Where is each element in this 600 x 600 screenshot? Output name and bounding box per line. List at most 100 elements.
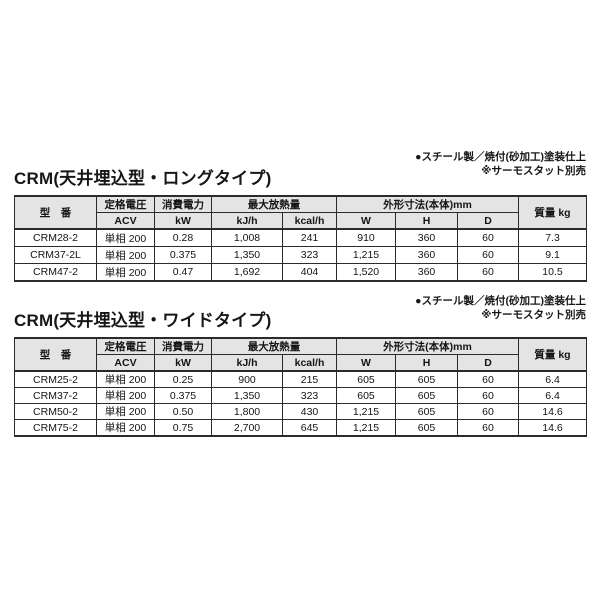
- table-cell: 0.47: [154, 263, 212, 282]
- table-cell: 0.28: [154, 228, 212, 247]
- table-cell: 605: [395, 419, 458, 437]
- table-cell: 605: [395, 370, 458, 388]
- unit-kjh: kJ/h: [211, 212, 283, 230]
- table-row: CRM50-2 単相 200 0.50 1,800 430 1,215 605 60 14.6: [14, 403, 587, 420]
- table-cell: 60: [457, 419, 519, 437]
- col-header-model: 型 番: [14, 195, 97, 230]
- col-header-dims: 外形寸法(本体)mm: [336, 195, 519, 213]
- table-cell: 360: [395, 228, 458, 247]
- note-thermostat: ※サーモスタット別売: [481, 308, 586, 321]
- table-body-long: CRM28-2 単相 200 0.28 1,008 241 910 360 60 7.3 CRM3…: [14, 228, 587, 282]
- table-cell: 60: [457, 403, 519, 420]
- table-cell: CRM47-2: [14, 263, 97, 282]
- table-cell: 1,215: [336, 246, 396, 264]
- table-cell: 60: [457, 387, 519, 404]
- table-cell: 単相 200: [96, 419, 155, 437]
- table-cell: 単相 200: [96, 370, 155, 388]
- table-cell: 900: [211, 370, 283, 388]
- table-cell: 60: [457, 228, 519, 247]
- table-row: CRM75-2 単相 200 0.75 2,700 645 1,215 605 60 14.6: [14, 419, 587, 437]
- col-header-power: 消費電力: [154, 337, 212, 355]
- table-cell: 0.50: [154, 403, 212, 420]
- table-row: CRM25-2 単相 200 0.25 900 215 605 605 60 6.4: [14, 370, 587, 388]
- table-cell: 605: [395, 403, 458, 420]
- col-header-voltage: 定格電圧: [96, 195, 155, 213]
- table-cell: 9.1: [518, 246, 587, 264]
- table-cell: 0.25: [154, 370, 212, 388]
- unit-w: W: [336, 212, 396, 230]
- table-cell: 60: [457, 370, 519, 388]
- table-cell: 1,215: [336, 419, 396, 437]
- table-cell: 14.6: [518, 403, 587, 420]
- col-header-dims: 外形寸法(本体)mm: [336, 337, 519, 355]
- spec-table-wide: 型 番 定格電圧 消費電力 最大放熱量 外形寸法(本体)mm 質量 kg ACV…: [14, 337, 587, 437]
- table-row: CRM37-2L 単相 200 0.375 1,350 323 1,215 360 60 9.1: [14, 246, 587, 264]
- note-material: ●スチール製／焼付(砂加工)塗装仕上: [415, 151, 586, 163]
- table-cell: CRM28-2: [14, 228, 97, 247]
- table-cell: 単相 200: [96, 387, 155, 404]
- table-cell: 6.4: [518, 387, 587, 404]
- table-cell: 14.6: [518, 419, 587, 437]
- spec-table-long: 型 番 定格電圧 消費電力 最大放熱量 外形寸法(本体)mm 質量 kg ACV…: [14, 195, 587, 282]
- table-cell: 404: [282, 263, 337, 282]
- unit-kw: kW: [154, 354, 212, 372]
- col-header-voltage: 定格電圧: [96, 337, 155, 355]
- table-cell: 430: [282, 403, 337, 420]
- section-wide-type: CRM(天井埋込型・ワイドタイプ) ●スチール製／焼付(砂加工)塗装仕上 ※サー…: [14, 294, 587, 437]
- table-cell: CRM25-2: [14, 370, 97, 388]
- table-cell: 0.75: [154, 419, 212, 437]
- table-cell: 単相 200: [96, 246, 155, 264]
- unit-h: H: [395, 354, 458, 372]
- header-row-groups: 型 番 定格電圧 消費電力 最大放熱量 外形寸法(本体)mm 質量 kg: [14, 337, 587, 372]
- col-header-model: 型 番: [14, 337, 97, 372]
- unit-d: D: [457, 212, 519, 230]
- unit-acv: ACV: [96, 354, 155, 372]
- section-title-wide: CRM(天井埋込型・ワイドタイプ): [14, 311, 272, 330]
- note-material: ●スチール製／焼付(砂加工)塗装仕上: [415, 295, 586, 307]
- table-cell: 605: [336, 370, 396, 388]
- section-header: CRM(天井埋込型・ワイドタイプ) ●スチール製／焼付(砂加工)塗装仕上 ※サー…: [14, 294, 586, 337]
- note-thermostat: ※サーモスタット別売: [481, 164, 586, 177]
- table-cell: 323: [282, 246, 337, 264]
- table-cell: 645: [282, 419, 337, 437]
- unit-kw: kW: [154, 212, 212, 230]
- table-cell: 360: [395, 246, 458, 264]
- section-header: CRM(天井埋込型・ロングタイプ) ●スチール製／焼付(砂加工)塗装仕上 ※サー…: [14, 150, 586, 195]
- section-long-type: CRM(天井埋込型・ロングタイプ) ●スチール製／焼付(砂加工)塗装仕上 ※サー…: [14, 150, 587, 282]
- table-cell: 605: [395, 387, 458, 404]
- table-cell: 1,800: [211, 403, 283, 420]
- table-cell: 60: [457, 246, 519, 264]
- table-row: CRM47-2 単相 200 0.47 1,692 404 1,520 360 60 10.5: [14, 263, 587, 282]
- table-cell: 1,215: [336, 403, 396, 420]
- table-cell: CRM37-2L: [14, 246, 97, 264]
- table-cell: CRM50-2: [14, 403, 97, 420]
- unit-w: W: [336, 354, 396, 372]
- table-cell: 1,692: [211, 263, 283, 282]
- table-cell: 215: [282, 370, 337, 388]
- table-cell: 7.3: [518, 228, 587, 247]
- col-header-heat: 最大放熱量: [211, 337, 337, 355]
- section-notes: ●スチール製／焼付(砂加工)塗装仕上 ※サーモスタット別売: [415, 151, 586, 178]
- table-row: CRM37-2 単相 200 0.375 1,350 323 605 605 60 6.4: [14, 387, 587, 404]
- header-row-groups: 型 番 定格電圧 消費電力 最大放熱量 外形寸法(本体)mm 質量 kg: [14, 195, 587, 230]
- table-cell: 6.4: [518, 370, 587, 388]
- col-header-weight: 質量 kg: [518, 337, 587, 372]
- table-cell: 単相 200: [96, 263, 155, 282]
- table-cell: 単相 200: [96, 228, 155, 247]
- table-cell: 605: [336, 387, 396, 404]
- table-cell: 910: [336, 228, 396, 247]
- section-notes: ●スチール製／焼付(砂加工)塗装仕上 ※サーモスタット別売: [415, 295, 586, 322]
- header-row-units: ACV kW kJ/h kcal/h W H D: [15, 354, 587, 372]
- table-cell: 323: [282, 387, 337, 404]
- table-cell: 241: [282, 228, 337, 247]
- col-header-power: 消費電力: [154, 195, 212, 213]
- table-cell: 10.5: [518, 263, 587, 282]
- table-cell: 1,520: [336, 263, 396, 282]
- table-row: CRM28-2 単相 200 0.28 1,008 241 910 360 60 7.3: [14, 228, 587, 247]
- unit-kcalh: kcal/h: [282, 354, 337, 372]
- section-title-long: CRM(天井埋込型・ロングタイプ): [14, 169, 272, 188]
- unit-acv: ACV: [96, 212, 155, 230]
- header-row-units: ACV kW kJ/h kcal/h W H D: [15, 212, 587, 230]
- table-cell: 1,350: [211, 387, 283, 404]
